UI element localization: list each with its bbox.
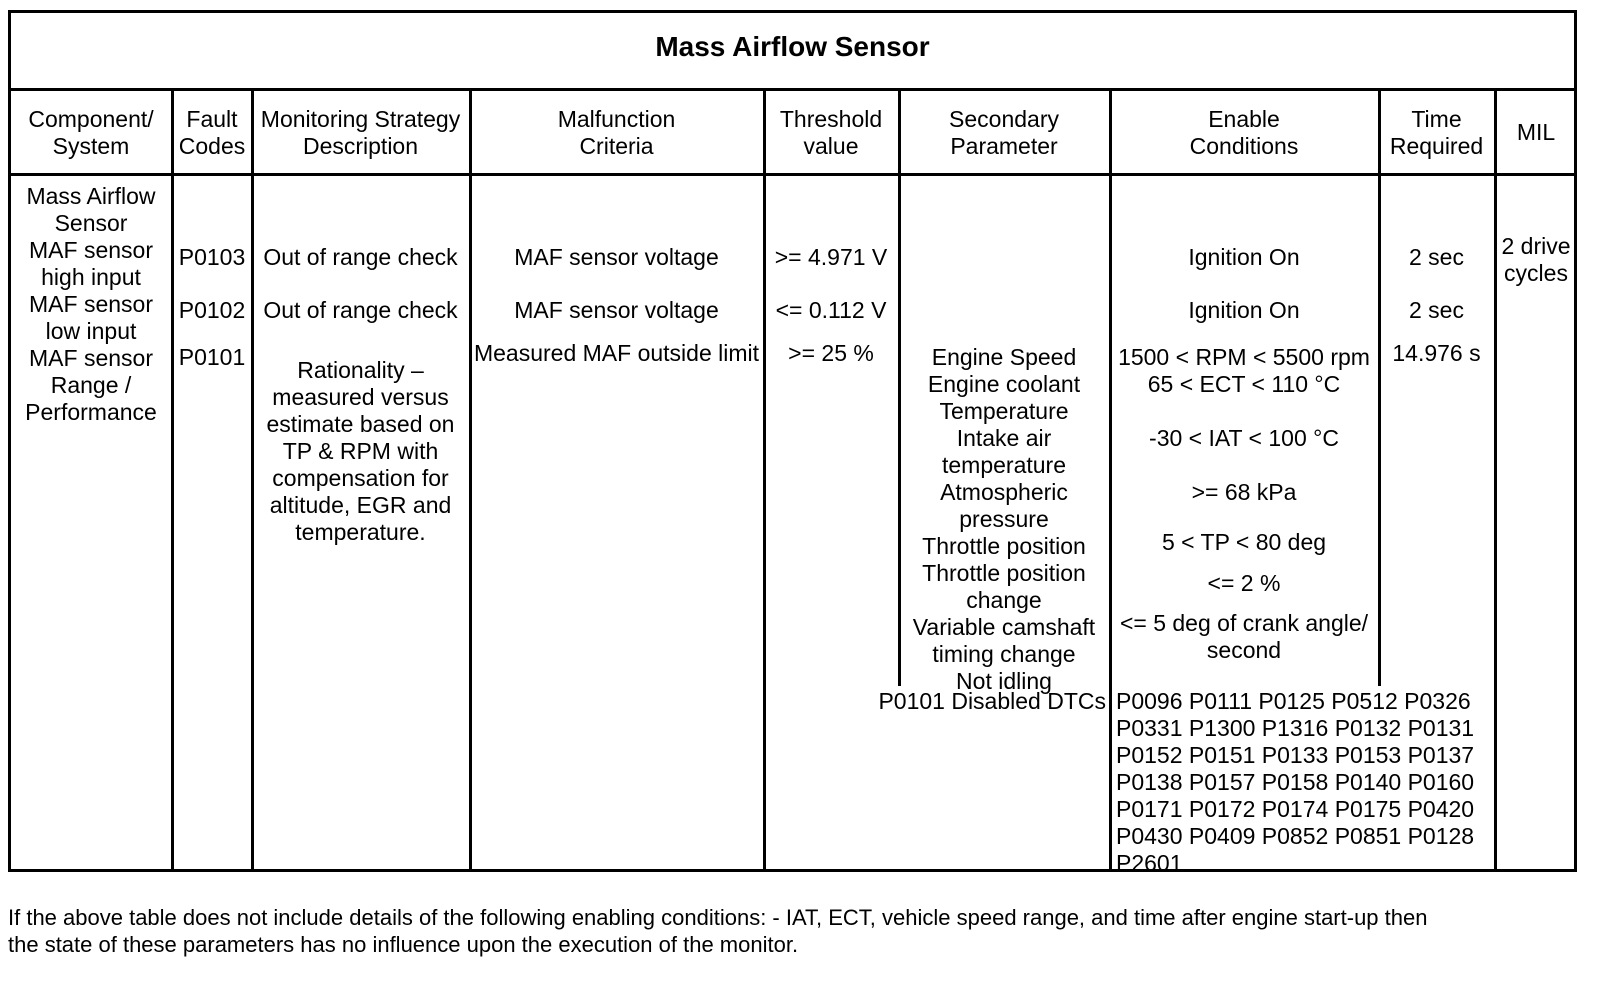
fault-code-p0102: P0102: [178, 297, 246, 323]
header-enable-conditions: Enable Conditions: [1189, 106, 1299, 159]
fault-code-p0101: P0101: [178, 344, 246, 370]
time-required-row3: 14.976 s: [1392, 340, 1481, 366]
cell-component-system: Mass Airflow Sensor MAF sensor high inpu…: [25, 183, 157, 425]
mil-drive-cycles: 2 drive cycles: [1501, 233, 1571, 286]
time-required-row1: 2 sec: [1409, 244, 1464, 270]
enable-disabled-dtc-list: P0096 P0111 P0125 P0512 P0326 P0331 P130…: [1116, 688, 1475, 876]
enable-ignition-on-2: Ignition On: [1188, 297, 1300, 323]
header-component-system: Component/ System: [28, 106, 154, 159]
monitoring-row1: Out of range check: [263, 244, 458, 270]
enable-ignition-on-1: Ignition On: [1188, 244, 1300, 270]
grid-line-col-enable: [1109, 88, 1112, 872]
enable-throttle-position: 5 < TP < 80 deg: [1161, 529, 1327, 555]
malfunction-row1: MAF sensor voltage: [514, 244, 719, 270]
threshold-row2: <= 0.112 V: [775, 297, 887, 323]
footer-note: If the above table does not include deta…: [8, 905, 1428, 957]
header-malfunction-criteria: Malfunction Criteria: [557, 106, 676, 159]
malfunction-row2: MAF sensor voltage: [514, 297, 719, 323]
enable-conditions-block: 1500 < RPM < 5500 rpm 65 < ECT < 110 °C …: [1118, 344, 1370, 505]
monitoring-row3-rationality: Rationality – measured versus estimate b…: [266, 357, 455, 545]
time-required-row2: 2 sec: [1409, 297, 1464, 323]
secondary-dtc-label: P0101 Disabled DTCs: [878, 688, 1106, 714]
secondary-parameter-list: Engine Speed Engine coolant Temperature …: [912, 344, 1096, 694]
grid-line-below-title: [8, 88, 1577, 91]
enable-camshaft-rate: <= 5 deg of crank angle/ second: [1119, 610, 1369, 663]
table-title: Mass Airflow Sensor: [655, 31, 930, 62]
threshold-row1: >= 4.971 V: [774, 244, 888, 270]
fault-code-p0103: P0103: [178, 244, 246, 270]
header-monitoring-strategy: Monitoring Strategy Description: [260, 106, 461, 159]
table-frame: [8, 10, 1577, 872]
header-threshold-value: Threshold value: [779, 106, 883, 159]
header-mil: MIL: [1516, 119, 1556, 145]
header-time-required: Time Required: [1389, 106, 1484, 159]
grid-line-col-time-partial: [1378, 88, 1381, 686]
enable-throttle-change: <= 2 %: [1207, 570, 1281, 596]
grid-line-col-secondary-partial: [898, 88, 901, 686]
threshold-row3: >= 25 %: [788, 340, 874, 366]
malfunction-row3: Measured MAF outside limit: [473, 340, 760, 366]
monitoring-row2: Out of range check: [263, 297, 458, 323]
grid-line-col-malfunction: [469, 88, 472, 872]
grid-line-col-mil: [1494, 88, 1497, 872]
header-fault-codes: Fault Codes: [178, 106, 246, 159]
grid-line-col-threshold: [763, 88, 766, 872]
header-secondary-parameter: Secondary Parameter: [949, 106, 1059, 159]
grid-line-col-monitoring: [251, 88, 254, 872]
grid-line-col-fault: [171, 88, 174, 872]
grid-line-below-header: [8, 173, 1577, 176]
